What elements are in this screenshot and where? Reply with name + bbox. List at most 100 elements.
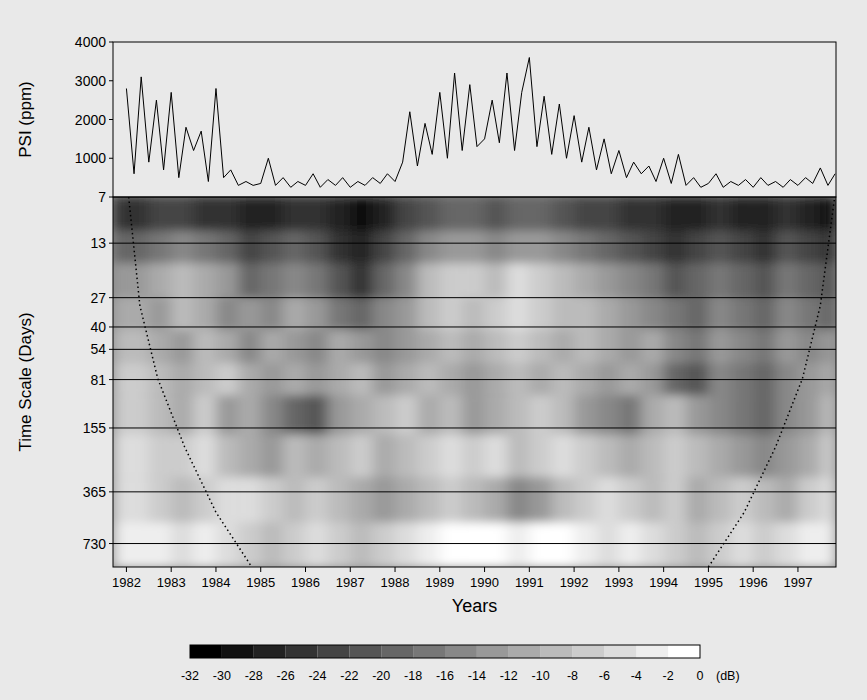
cell <box>440 331 463 364</box>
cell <box>753 331 776 364</box>
cell <box>462 197 485 231</box>
cell <box>776 197 799 231</box>
colorbar-band <box>604 645 636 658</box>
cell <box>686 435 709 478</box>
cell <box>731 522 754 567</box>
cell <box>686 331 709 364</box>
cell <box>529 477 552 523</box>
cell <box>485 331 508 364</box>
grid-line <box>113 326 836 327</box>
cell <box>462 395 485 435</box>
x-tick <box>753 567 754 572</box>
cell <box>149 331 172 364</box>
cell <box>619 197 642 231</box>
x-tick-label: 1989 <box>425 575 454 590</box>
cell <box>552 298 575 331</box>
cell <box>283 263 306 298</box>
x-tick <box>305 567 306 572</box>
cell <box>238 298 261 331</box>
colorbar-tick-label: -6 <box>599 669 610 683</box>
cell <box>328 263 351 298</box>
y-tick <box>109 80 113 81</box>
cell <box>261 263 284 298</box>
x-tick-label: 1985 <box>246 575 275 590</box>
cell <box>686 477 709 523</box>
cell <box>113 298 149 331</box>
cell <box>350 298 373 331</box>
x-tick <box>618 567 619 572</box>
cell <box>440 522 463 567</box>
x-tick-label: 1991 <box>515 575 544 590</box>
colorbar-tick-label: -12 <box>500 669 518 683</box>
cell <box>731 197 754 231</box>
cell <box>731 263 754 298</box>
x-tick-label: 1983 <box>157 575 186 590</box>
cell <box>238 522 261 567</box>
cell <box>350 395 373 435</box>
grid-line <box>113 543 836 544</box>
colorbar-band <box>286 645 318 658</box>
cell <box>216 435 239 478</box>
cell <box>395 395 418 435</box>
y-tick <box>109 326 113 327</box>
y-axis-title: Time Scale (Days) <box>16 312 35 451</box>
cell <box>507 263 530 298</box>
cell <box>798 435 821 478</box>
x-tick-label: 1995 <box>694 575 723 590</box>
cell <box>552 231 575 264</box>
cell <box>708 231 731 264</box>
cell <box>171 435 194 478</box>
cell <box>113 435 149 478</box>
cell <box>686 395 709 435</box>
cell <box>306 435 329 478</box>
colorbar-band <box>413 645 445 658</box>
cell <box>113 395 149 435</box>
cell <box>440 197 463 231</box>
cell <box>417 263 440 298</box>
colorbar-tick-label: -32 <box>181 669 199 683</box>
y-tick <box>109 349 113 350</box>
cell <box>350 522 373 567</box>
cell <box>216 231 239 264</box>
cell <box>820 395 836 435</box>
x-tick <box>708 567 709 572</box>
cell <box>395 435 418 478</box>
cell <box>776 522 799 567</box>
cell <box>596 263 619 298</box>
cell <box>552 331 575 364</box>
cell <box>641 298 664 331</box>
x-tick-label: 1984 <box>202 575 231 590</box>
cell <box>395 298 418 331</box>
cell <box>440 263 463 298</box>
cell <box>462 522 485 567</box>
cell <box>686 263 709 298</box>
y-tick <box>109 197 113 198</box>
cell <box>194 231 217 264</box>
psi-line <box>126 58 835 188</box>
cell <box>373 477 396 523</box>
cell <box>238 435 261 478</box>
cell <box>328 435 351 478</box>
cell <box>417 477 440 523</box>
cell <box>574 231 597 264</box>
cell <box>283 298 306 331</box>
cell <box>261 331 284 364</box>
y-tick-label: 81 <box>90 372 106 388</box>
cell <box>619 395 642 435</box>
cell <box>373 522 396 567</box>
cell <box>261 395 284 435</box>
x-tick <box>350 567 351 572</box>
cell <box>529 435 552 478</box>
cell <box>238 197 261 231</box>
colorbar-tick-label: 0 <box>697 669 704 683</box>
cell <box>619 331 642 364</box>
colorbar-band <box>541 645 573 658</box>
cell <box>552 477 575 523</box>
cell <box>171 331 194 364</box>
colorbar-band <box>318 645 350 658</box>
cell <box>641 331 664 364</box>
colorbar-tick-label: -10 <box>532 669 550 683</box>
cell <box>529 231 552 264</box>
cell <box>373 331 396 364</box>
cell <box>328 522 351 567</box>
